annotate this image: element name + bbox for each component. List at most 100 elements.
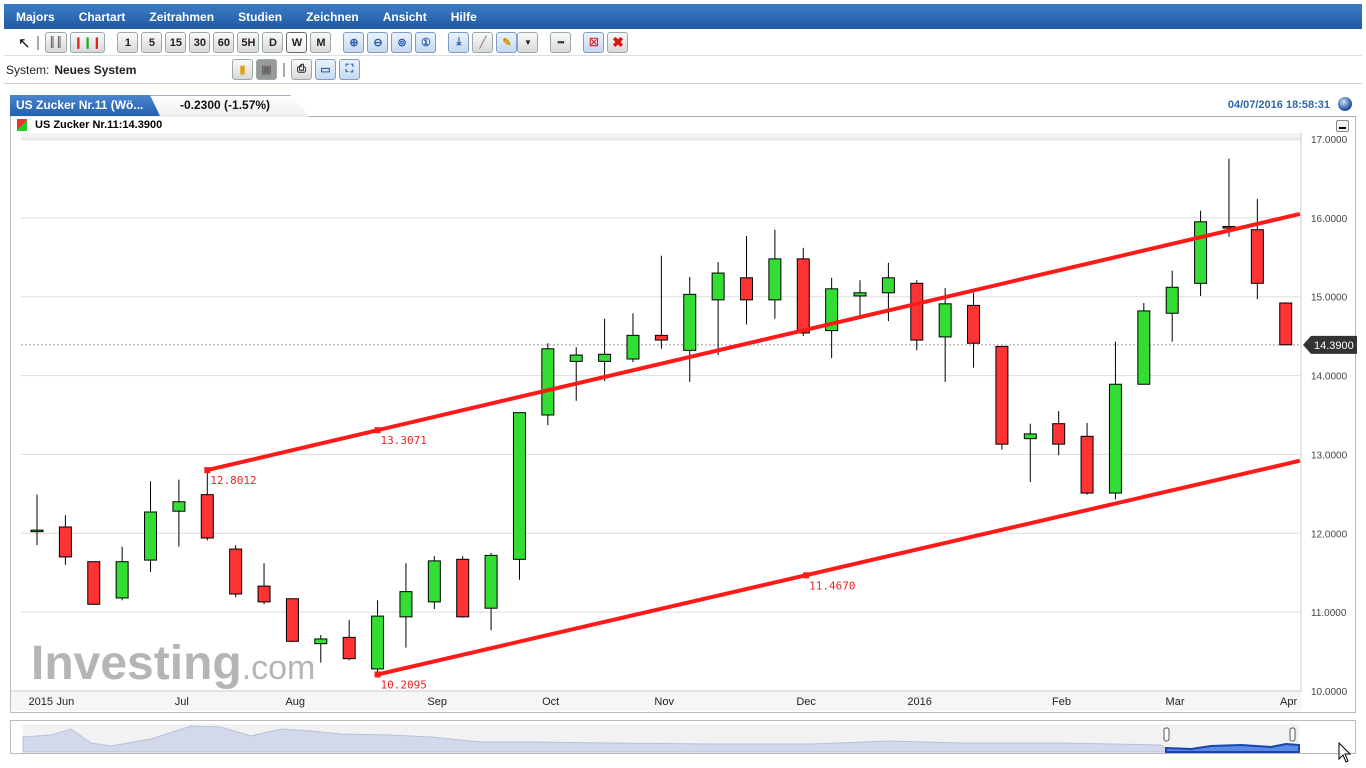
crosshair-icon[interactable]: ┉	[550, 32, 572, 53]
navigator-overview[interactable]	[11, 721, 1357, 755]
zoom-fit-icon[interactable]: ⊚	[391, 32, 413, 53]
delete-selected-icon[interactable]: ☒	[583, 32, 605, 53]
globe-icon[interactable]	[1338, 97, 1352, 111]
minimize-icon[interactable]	[1336, 120, 1349, 132]
menu-hilfe[interactable]: Hilfe	[450, 9, 477, 24]
navigator-selection[interactable]	[1165, 742, 1300, 753]
chart-tab-title[interactable]: US Zucker Nr.11 (Wö...	[10, 95, 160, 116]
x-tick-label: Nov	[654, 696, 674, 708]
timeframe-d-button[interactable]: D	[262, 32, 284, 53]
menu-studien[interactable]: Studien	[238, 9, 283, 24]
candle-up	[768, 258, 782, 301]
timeframe-m-button[interactable]: M	[310, 32, 332, 53]
candle-up	[569, 354, 583, 362]
menu-bar: Majors Chartart Zeitrahmen Studien Zeichnen A…	[4, 4, 1362, 29]
candle-up	[1194, 221, 1208, 284]
candle-down	[1052, 423, 1066, 445]
horizontal-line-icon[interactable]: ⤓	[448, 32, 470, 53]
menu-majors[interactable]: Majors	[16, 9, 55, 24]
trendline-label: 10.2095	[381, 678, 427, 691]
navigator-right-handle[interactable]	[1289, 727, 1296, 742]
plot-top-band	[21, 133, 1301, 141]
timeframe-60-button[interactable]: 60	[213, 32, 235, 53]
candle-up	[1165, 286, 1179, 314]
menu-chartart[interactable]: Chartart	[78, 9, 126, 24]
last-price-badge	[1303, 335, 1357, 354]
y-tick-label: 13.0000	[1311, 450, 1348, 461]
y-tick-label: 15.0000	[1311, 293, 1348, 304]
timeframe-w-button[interactable]: W	[286, 32, 308, 53]
candle-up	[172, 501, 186, 512]
y-tick-label: 11.0000	[1311, 608, 1347, 619]
plot-area	[21, 133, 1301, 691]
candle-up	[115, 561, 129, 599]
timestamp: 04/07/2016 18:58:31	[1227, 99, 1330, 111]
pencil-icon[interactable]: ✎	[496, 32, 518, 53]
candle-up	[144, 511, 158, 561]
x-tick-label: Aug	[285, 696, 305, 708]
candle-up	[314, 638, 328, 645]
candle-down	[285, 598, 299, 642]
candle-up	[427, 560, 441, 603]
candle-up	[1108, 383, 1122, 494]
candle-down	[229, 548, 243, 595]
candle-up	[683, 293, 697, 351]
x-tick-label: Oct	[542, 696, 559, 708]
candle-up	[1023, 433, 1037, 440]
chart-navigator[interactable]	[10, 720, 1356, 754]
navigator-left-handle[interactable]	[1163, 727, 1170, 742]
timeframe-1-button[interactable]: 1	[117, 32, 139, 53]
delete-all-icon[interactable]: ✖	[607, 32, 629, 53]
menu-zeitrahmen[interactable]: Zeitrahmen	[149, 9, 215, 24]
candlestick-chart[interactable]: 10.0000 11.0000 12.0000 13.0000 14.0000 15.00…	[11, 117, 1357, 713]
timeframe-30-button[interactable]: 30	[189, 32, 211, 53]
chart-panel: 10.0000 11.0000 12.0000 13.0000 14.0000 15.00…	[10, 117, 1357, 713]
menu-zeichnen[interactable]: Zeichnen	[306, 9, 359, 24]
candle-up	[938, 303, 952, 338]
x-tick-label: Feb	[1052, 696, 1071, 708]
x-tick-label: 2016	[907, 696, 931, 708]
y-tick-label: 16.0000	[1311, 214, 1348, 225]
candle-up	[1137, 310, 1151, 385]
system-row: System: Neues System ▮ ▣ ⎙ ▭ ⛶	[4, 57, 1362, 84]
x-tick-label: Jun	[57, 696, 75, 708]
save-icon[interactable]: ▣	[256, 59, 277, 80]
trendline	[377, 458, 1301, 677]
candle-down	[257, 585, 271, 603]
y-tick-label: 10.0000	[1311, 687, 1348, 698]
timeframe-15-button[interactable]: 15	[165, 32, 187, 53]
trendline-anchor	[374, 427, 381, 434]
fullscreen-icon[interactable]: ⛶	[339, 59, 360, 80]
y-tick-label: 17.0000	[1311, 135, 1348, 146]
system-label: System:	[6, 63, 50, 77]
dropdown-chevron-icon[interactable]: ▼	[517, 32, 539, 53]
price-change: -0.2300 (-1.57%)	[180, 98, 271, 112]
trendline-anchor	[204, 467, 211, 474]
toolbar-separator	[283, 62, 285, 77]
trendline-icon[interactable]: ╱	[472, 32, 494, 53]
ohlc-bars-button[interactable]: ║║	[44, 32, 67, 53]
timeframe-5h-button[interactable]: 5H	[237, 32, 260, 53]
candle-up	[825, 288, 839, 332]
candlestick-button[interactable]: ❙ ❙ ❙	[69, 32, 106, 53]
image-export-icon[interactable]: ▭	[315, 59, 336, 80]
zoom-reset-icon[interactable]: ①	[415, 32, 437, 53]
open-folder-icon[interactable]: ▮	[232, 59, 253, 80]
menu-ansicht[interactable]: Ansicht	[382, 9, 427, 24]
candle-down	[87, 561, 101, 605]
zoom-in-icon[interactable]: ⊕	[343, 32, 365, 53]
candle-down	[740, 277, 753, 301]
trendline-anchor	[803, 572, 810, 579]
candle-up	[711, 272, 725, 301]
system-name[interactable]: Neues System	[54, 63, 137, 77]
candle-up	[484, 554, 498, 609]
print-icon[interactable]: ⎙	[291, 59, 312, 80]
candle-legend-icon	[17, 119, 27, 131]
pointer-tool-icon[interactable]: ↖	[18, 34, 31, 52]
candle-down	[910, 282, 924, 341]
timeframe-5-button[interactable]: 5	[141, 32, 163, 53]
candle-down	[200, 494, 214, 539]
chart-tab-row: US Zucker Nr.11 (Wö... -0.2300 (-1.57%) …	[10, 95, 1356, 117]
zoom-out-icon[interactable]: ⊖	[367, 32, 389, 53]
x-axis-band	[11, 691, 1301, 711]
